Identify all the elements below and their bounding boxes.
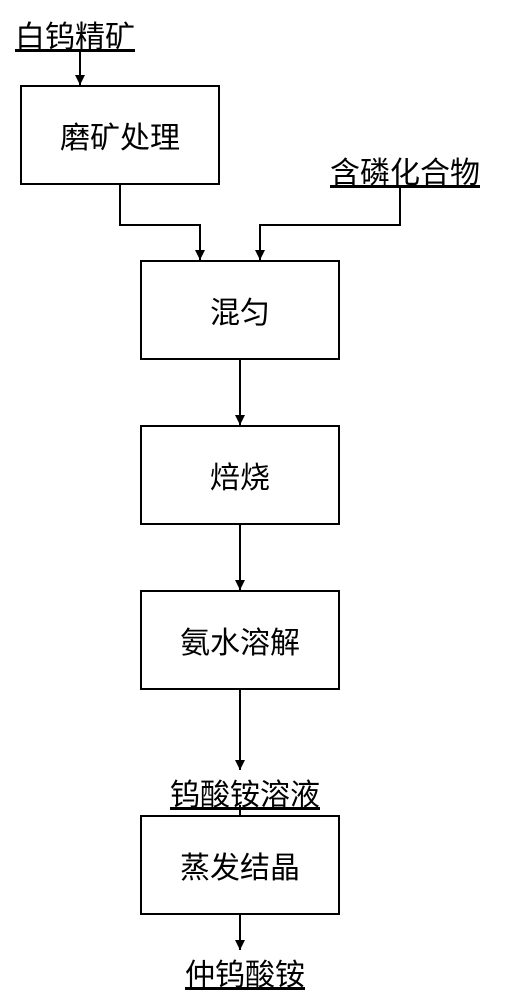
flowchart-canvas: 白钨精矿 含磷化合物 钨酸铵溶液 仲钨酸铵 磨矿处理 混匀 焙烧 氨水溶解 蒸发…: [0, 0, 529, 1000]
output-label: 仲钨酸铵: [185, 950, 305, 994]
input-label-right: 含磷化合物: [330, 148, 480, 192]
step-dissolve: 氨水溶解: [140, 590, 340, 690]
input-label-top: 白钨精矿: [15, 12, 135, 56]
step-roast: 焙烧: [140, 425, 340, 525]
intermediate-label: 钨酸铵溶液: [170, 770, 320, 814]
step-evaporate: 蒸发结晶: [140, 815, 340, 915]
step-mix: 混匀: [140, 260, 340, 360]
step-grind: 磨矿处理: [20, 85, 220, 185]
